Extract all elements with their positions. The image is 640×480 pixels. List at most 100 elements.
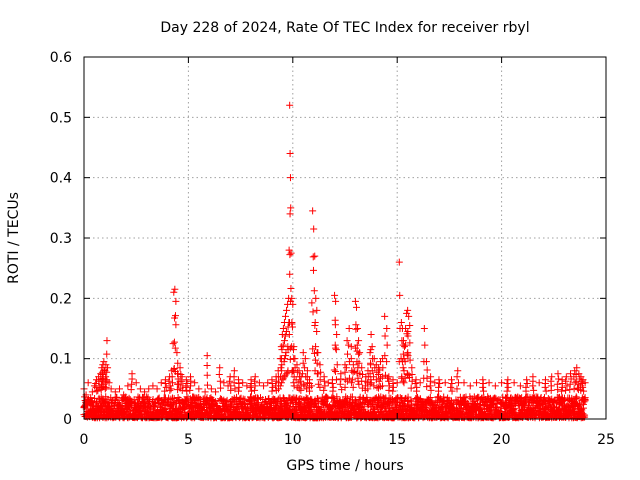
data-point (279, 325, 287, 332)
data-point (311, 318, 319, 326)
data-point (162, 383, 170, 391)
data-point (125, 406, 133, 414)
data-point (157, 379, 165, 387)
data-point (399, 337, 407, 345)
data-point (344, 350, 352, 358)
data-point (321, 382, 329, 390)
data-point (404, 352, 412, 360)
data-point (573, 364, 581, 372)
data-point (510, 379, 518, 387)
data-point (183, 387, 191, 395)
data-point (354, 325, 362, 332)
data-point (504, 376, 512, 384)
data-point (453, 385, 461, 393)
data-point (401, 358, 409, 366)
chart-title: Day 228 of 2024, Rate Of TEC Index for r… (160, 20, 529, 36)
data-point (303, 367, 311, 375)
data-point (554, 386, 562, 394)
data-point (345, 358, 353, 366)
data-point (559, 397, 567, 405)
data-point (503, 387, 511, 395)
data-point (406, 339, 414, 347)
data-point (407, 384, 415, 392)
data-point (516, 382, 524, 390)
data-point (286, 344, 294, 352)
data-point (436, 380, 444, 388)
data-point (427, 386, 435, 394)
data-point (141, 388, 149, 396)
data-point (231, 385, 239, 393)
data-point (288, 294, 296, 302)
data-point (299, 370, 307, 378)
data-point (480, 387, 488, 395)
data-point (567, 370, 575, 378)
data-point (170, 338, 178, 346)
data-point (286, 150, 294, 158)
data-point (351, 297, 359, 305)
data-point (288, 318, 296, 326)
data-point (260, 382, 268, 390)
data-point (408, 364, 416, 372)
data-point (368, 343, 376, 351)
y-tick-label: 0.2 (50, 291, 72, 307)
data-point (227, 386, 235, 394)
y-tick-labels: 0 0.1 0.2 0.3 0.4 0.5 0.6 (50, 50, 72, 428)
data-point (400, 367, 408, 375)
data-point (308, 382, 316, 390)
data-point (373, 383, 381, 391)
data-point (251, 377, 259, 385)
data-point (166, 386, 174, 394)
data-point (264, 379, 272, 387)
data-point (405, 312, 413, 320)
data-point (384, 374, 392, 382)
data-point (149, 382, 157, 390)
data-point (169, 340, 177, 348)
data-point (383, 341, 391, 349)
data-point (423, 374, 431, 382)
data-point (226, 377, 234, 385)
data-point (246, 383, 254, 391)
data-point (562, 377, 570, 385)
data-point (136, 385, 144, 393)
data-point (332, 346, 340, 354)
data-point (356, 349, 364, 357)
axis-ticks (83, 56, 607, 420)
data-point (332, 344, 340, 352)
data-point (153, 385, 161, 393)
x-tick-label: 15 (388, 432, 406, 448)
data-point (479, 380, 487, 388)
data-point (558, 387, 566, 395)
data-point (563, 382, 571, 390)
data-point (478, 394, 486, 402)
data-point (524, 402, 532, 410)
data-point (427, 398, 435, 406)
data-point (581, 379, 589, 387)
data-point (182, 376, 190, 384)
data-point (191, 379, 199, 387)
data-point (286, 101, 294, 109)
data-point (580, 387, 588, 395)
data-point (504, 383, 512, 391)
data-point (84, 379, 92, 387)
data-point (309, 207, 317, 215)
data-point (523, 380, 531, 388)
data-point (342, 364, 350, 372)
data-point (310, 287, 318, 295)
data-point (165, 377, 173, 385)
data-point (277, 379, 285, 387)
data-point (316, 376, 324, 384)
x-tick-label: 25 (597, 432, 615, 448)
data-point (283, 306, 291, 314)
x-tick-label: 20 (493, 432, 511, 448)
data-point (301, 355, 309, 363)
data-point (171, 312, 179, 320)
data-point (566, 386, 574, 394)
data-point (370, 355, 378, 363)
data-point (216, 364, 224, 372)
data-point (332, 376, 340, 384)
data-point (435, 376, 443, 384)
data-point (203, 361, 211, 369)
data-point (101, 385, 109, 393)
data-point (251, 373, 259, 381)
data-point (316, 383, 324, 391)
